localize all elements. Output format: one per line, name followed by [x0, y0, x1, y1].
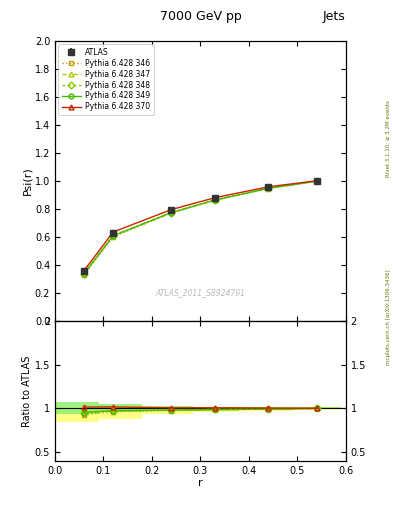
Line: Pythia 6.428 349: Pythia 6.428 349	[82, 179, 319, 276]
Pythia 6.428 370	[213, 195, 217, 201]
Pythia 6.428 347	[266, 185, 271, 191]
Pythia 6.428 349	[314, 178, 319, 184]
Pythia 6.428 347	[314, 178, 319, 184]
X-axis label: r: r	[198, 478, 203, 488]
Legend: ATLAS, Pythia 6.428 346, Pythia 6.428 347, Pythia 6.428 348, Pythia 6.428 349, P: ATLAS, Pythia 6.428 346, Pythia 6.428 34…	[58, 44, 154, 115]
Pythia 6.428 348	[82, 270, 86, 276]
Pythia 6.428 370	[111, 229, 116, 235]
Pythia 6.428 349	[82, 270, 86, 276]
Pythia 6.428 347	[169, 209, 174, 216]
Pythia 6.428 370	[82, 267, 86, 273]
Pythia 6.428 370	[169, 206, 174, 212]
Text: Jets: Jets	[323, 10, 346, 23]
Text: 7000 GeV pp: 7000 GeV pp	[160, 10, 241, 23]
Pythia 6.428 348	[213, 197, 217, 203]
Pythia 6.428 349	[169, 209, 174, 216]
Pythia 6.428 346	[314, 178, 319, 184]
Pythia 6.428 348	[111, 232, 116, 239]
Line: Pythia 6.428 347: Pythia 6.428 347	[82, 179, 319, 275]
Line: Pythia 6.428 370: Pythia 6.428 370	[82, 178, 319, 273]
Pythia 6.428 348	[314, 178, 319, 184]
Line: Pythia 6.428 346: Pythia 6.428 346	[82, 179, 319, 277]
Pythia 6.428 347	[111, 232, 116, 239]
Pythia 6.428 349	[213, 197, 217, 203]
Line: Pythia 6.428 348: Pythia 6.428 348	[82, 179, 319, 276]
Pythia 6.428 348	[266, 185, 271, 191]
Pythia 6.428 349	[266, 185, 271, 191]
Pythia 6.428 347	[82, 270, 86, 276]
Text: Rivet 3.1.10; ≥ 3.2M events: Rivet 3.1.10; ≥ 3.2M events	[386, 100, 391, 177]
Pythia 6.428 346	[111, 234, 116, 240]
Pythia 6.428 346	[82, 271, 86, 278]
Y-axis label: Ratio to ATLAS: Ratio to ATLAS	[22, 355, 32, 426]
Pythia 6.428 346	[169, 210, 174, 216]
Pythia 6.428 370	[314, 178, 319, 184]
Text: ATLAS_2011_S8924791: ATLAS_2011_S8924791	[155, 288, 246, 297]
Text: mcplots.cern.ch [arXiv:1306.3436]: mcplots.cern.ch [arXiv:1306.3436]	[386, 270, 391, 365]
Pythia 6.428 346	[266, 185, 271, 191]
Pythia 6.428 346	[213, 197, 217, 203]
Pythia 6.428 348	[169, 209, 174, 216]
Pythia 6.428 349	[111, 232, 116, 239]
Y-axis label: Psi(r): Psi(r)	[22, 166, 32, 195]
Pythia 6.428 370	[266, 184, 271, 190]
Pythia 6.428 347	[213, 197, 217, 203]
